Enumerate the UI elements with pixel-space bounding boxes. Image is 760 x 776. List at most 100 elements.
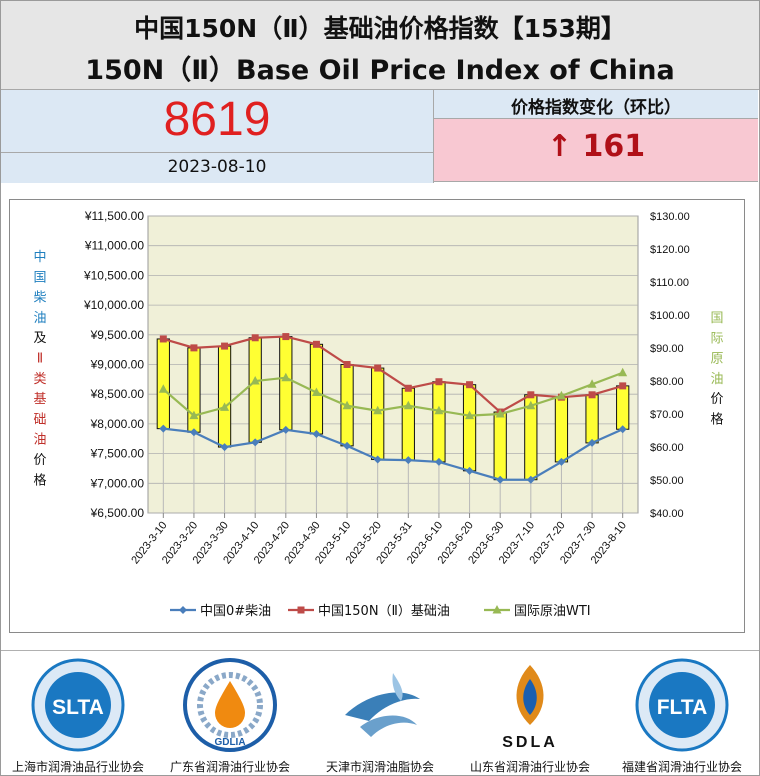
- y-left-axis-label-char: 油: [33, 311, 46, 326]
- y-left-tick-label: ¥11,500.00: [84, 209, 144, 223]
- y-left-tick-label: ¥8,500.00: [90, 387, 145, 401]
- updown-bar: [462, 384, 477, 472]
- legend-label: 中国150N（Ⅱ）基础油: [318, 604, 450, 619]
- y-left-tick-label: ¥7,000.00: [90, 476, 145, 490]
- y-right-tick-label: $70.00: [650, 409, 684, 421]
- data-point: [221, 342, 229, 350]
- data-point: [588, 391, 596, 399]
- gdlia-logo-icon: GDLIA: [183, 658, 277, 752]
- title-chinese: 中国150N（Ⅱ）基础油价格指数【153期】: [134, 14, 626, 43]
- logo-mark-text: SDLA: [502, 734, 558, 751]
- y-left-axis-label-char: Ⅱ: [37, 352, 43, 367]
- data-point: [312, 429, 321, 438]
- data-point: [374, 364, 382, 372]
- y-left-axis-label-char: 础: [33, 412, 46, 427]
- updown-bar: [554, 396, 569, 463]
- price-chart: ¥6,500.00 ¥7,000.00 ¥7,500.00 ¥8,000.00 ¥8,5…: [9, 199, 745, 633]
- series-line: [163, 335, 623, 414]
- association-logo: GDLIA 广东省润滑油行业协会: [155, 655, 305, 774]
- y-right-tick-label: $50.00: [650, 475, 684, 487]
- data-point: [159, 424, 168, 433]
- y-left-axis-label-char: 格: [33, 472, 46, 488]
- index-panel: 8619 2023-08-10: [1, 90, 434, 183]
- y-left-tick-label: ¥10,000.00: [83, 298, 144, 312]
- y-right-tick-label: $40.00: [650, 508, 684, 520]
- y-left-axis-label-char: 及: [33, 331, 46, 346]
- data-point: [312, 340, 320, 348]
- sdla-logo-icon: SDLA: [502, 665, 558, 751]
- change-header: 价格指数变化（环比）: [434, 90, 758, 119]
- y-right-axis-label-char: 际: [710, 331, 723, 346]
- tianjin-logo-icon: [345, 673, 420, 737]
- y-right-tick-label: $120.00: [650, 244, 690, 256]
- footer-divider: [1, 650, 759, 651]
- data-point: [251, 438, 260, 447]
- y-left-tick-label: ¥6,500.00: [90, 506, 145, 520]
- data-point: [556, 390, 566, 400]
- flta-logo-icon: FLTA: [635, 658, 729, 752]
- y-right-tick-label: $60.00: [650, 442, 684, 454]
- series-line: [162, 371, 624, 417]
- change-label: 价格指数变化（环比）: [511, 98, 681, 118]
- y-right-axis-label-char: 价: [710, 392, 723, 407]
- data-point: [527, 391, 535, 399]
- updown-bar: [279, 336, 293, 431]
- y-left-axis-label-char: 油: [33, 433, 46, 448]
- data-point: [465, 466, 474, 475]
- association-logo: 天津市润滑油脂协会: [305, 655, 455, 774]
- data-point: [373, 455, 382, 464]
- data-point: [618, 425, 627, 434]
- data-point: [434, 405, 444, 415]
- data-point: [282, 333, 290, 341]
- logo-mark-text: SLTA: [52, 696, 104, 719]
- logo-mark-text: GDLIA: [214, 737, 245, 748]
- logo-mark-text: FLTA: [657, 696, 708, 719]
- legend-marker: [179, 606, 187, 614]
- chart-svg: ¥6,500.00 ¥7,000.00 ¥7,500.00 ¥8,000.00 ¥8,5…: [33, 209, 723, 619]
- data-point: [466, 381, 474, 389]
- y-right-tick-label: $110.00: [650, 277, 689, 289]
- y-right-tick-label: $130.00: [650, 211, 690, 223]
- index-date: 2023-08-10: [167, 157, 267, 177]
- data-point: [619, 382, 627, 390]
- data-point: [159, 335, 167, 343]
- data-point: [404, 456, 413, 465]
- y-right-axis-label-char: 格: [710, 412, 723, 428]
- y-left-axis-label-char: 类: [33, 372, 46, 387]
- data-point: [189, 428, 198, 437]
- data-point: [250, 376, 260, 385]
- updown-bar: [616, 385, 630, 430]
- updown-bar: [401, 387, 415, 461]
- data-point: [496, 475, 505, 484]
- updown-bar: [585, 394, 599, 444]
- y-left-tick-label: ¥11,000.00: [84, 239, 144, 253]
- y-left-tick-label: ¥9,500.00: [90, 328, 145, 342]
- data-point: [526, 475, 535, 484]
- title-header: 中国150N（Ⅱ）基础油价格指数【153期】 150N（Ⅱ）Base Oil P…: [1, 1, 759, 90]
- data-point: [251, 334, 259, 342]
- association-logo: SLTA 上海市润滑油品行业协会: [3, 655, 153, 774]
- y-right-axis-label-char: 国: [710, 311, 723, 326]
- data-point: [311, 387, 321, 397]
- data-point: [404, 384, 412, 392]
- data-point: [220, 402, 230, 411]
- data-point: [587, 379, 597, 388]
- logo-caption: 天津市润滑油脂协会: [325, 760, 434, 774]
- logo-caption: 福建省润滑油行业协会: [621, 760, 742, 774]
- logo-caption: 上海市润滑油品行业协会: [11, 760, 144, 774]
- updown-bar: [493, 411, 507, 481]
- y-left-axis-label-char: 价: [33, 453, 46, 468]
- data-point: [281, 372, 291, 382]
- y-left-tick-label: ¥10,500.00: [83, 268, 144, 282]
- data-point: [343, 441, 352, 450]
- series-line: [163, 427, 624, 481]
- y-right-tick-label: $80.00: [650, 376, 684, 388]
- data-point: [343, 361, 351, 368]
- updown-bar: [248, 337, 262, 443]
- data-point: [435, 378, 443, 386]
- updown-bar: [187, 347, 201, 433]
- y-left-axis-label-char: 中: [33, 250, 46, 265]
- y-right-tick-label: $100.00: [650, 310, 690, 322]
- data-point: [373, 405, 383, 415]
- y-right-axis-label-char: 原: [710, 352, 723, 367]
